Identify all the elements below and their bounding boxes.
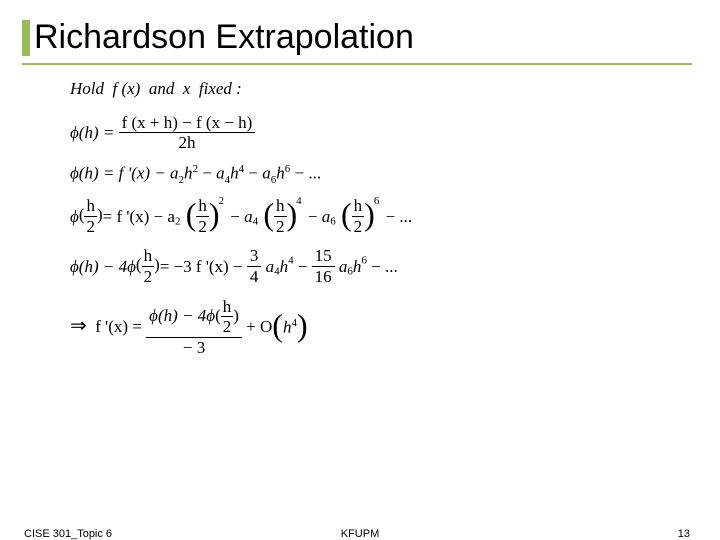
pow: 6 [361,255,367,267]
t: and [149,79,175,98]
den: − 3 [146,337,242,358]
eq: = f '(x) − a [103,207,175,227]
d: 16 [312,266,335,287]
lhs: f '(x) = [95,317,142,337]
a: a [216,163,225,182]
sub: 6 [330,216,336,228]
h: h [230,163,239,182]
pow: 4 [288,255,294,267]
num: ϕ(h) − 4ϕ(h2) [146,297,242,337]
t: f (x) [113,79,141,98]
sub: 4 [253,216,259,228]
lhs: ϕ(h) = f '(x) − a [70,163,179,182]
minus: − a [308,207,330,227]
eq: = −3 f '(x) − [160,257,243,277]
pow: 2 [219,195,225,207]
title-block: Richardson Extrapolation [0,0,720,57]
n: 3 [247,246,262,266]
slide-content: Hold f (x) and x fixed : ϕ(h) = f (x + h… [0,65,720,357]
coef: 1516 [312,246,335,286]
a: a [266,257,275,277]
tail: − ... [294,163,321,182]
pow: 6 [285,163,291,175]
equation-2: ϕ(h) = f '(x) − a2h2 − a4h4 − a6h6 − ... [70,163,720,187]
term: (h2) [185,196,221,236]
num: f (x + h) − f (x − h) [119,113,256,133]
t: x [183,79,191,98]
equation-1: ϕ(h) = f (x + h) − f (x − h) 2h [70,113,720,153]
intro-line: Hold f (x) and x fixed : [70,79,720,99]
coef: 34 [247,246,262,286]
n: h [352,196,365,216]
d: 2 [84,216,97,237]
equation-5: ⇒ f '(x) = ϕ(h) − 4ϕ(h2) − 3 + O(h4) [70,297,720,358]
n: h [142,246,155,266]
d: 2 [274,216,287,237]
footer-right: 13 [678,528,690,540]
t: fixed : [199,79,242,98]
n: h [84,196,97,216]
den: 2h [119,132,256,153]
h: h [280,257,289,277]
h: h [184,163,193,182]
d: 2 [221,316,234,337]
d: 2 [142,266,155,287]
term: (h2) [262,196,298,236]
tail: − ... [371,257,398,277]
arg: (h2) [136,246,160,286]
fraction: f (x + h) − f (x − h) 2h [119,113,256,153]
d: 2 [352,216,365,237]
pow: 2 [193,163,199,175]
t: Hold [70,79,104,98]
plus: + O [246,317,272,337]
equation-3: ϕ(h2) = f '(x) − a2 (h2)2 − a4 (h2)4 − a… [70,196,720,236]
equation-4: ϕ(h) − 4ϕ(h2) = −3 f '(x) − 34 a4h4 − 15… [70,246,720,286]
pow: 6 [374,195,380,207]
tail: − ... [386,207,413,227]
n: h [274,196,287,216]
lhs: ϕ(h) = [70,123,114,143]
page-title: Richardson Extrapolation [34,18,414,56]
lhs: ϕ [70,207,79,227]
n: h [221,297,234,317]
pow: 4 [239,163,245,175]
term: (h2) [340,196,376,236]
big-fraction: ϕ(h) − 4ϕ(h2) − 3 [146,297,242,358]
pow: 4 [296,195,302,207]
d: 2 [196,216,209,237]
n: 15 [312,246,335,266]
accent-bar [22,20,30,56]
h: h [276,163,285,182]
footer-left: CISE 301_Topic 6 [24,528,112,540]
arrow: ⇒ [70,315,87,338]
d: 4 [247,266,262,287]
a: a [262,163,271,182]
footer-center: KFUPM [341,528,380,540]
sub: 2 [175,216,181,228]
n: h [196,196,209,216]
t: ϕ(h) − 4ϕ [149,305,215,324]
lhs: ϕ(h) − 4ϕ [70,257,136,277]
minus: − [298,257,308,277]
arg: h4 [283,317,297,337]
arg: (h2) [79,196,103,236]
minus: − a [230,207,252,227]
